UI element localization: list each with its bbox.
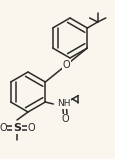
Text: O: O: [62, 60, 70, 70]
Text: NH: NH: [57, 100, 70, 108]
Text: O: O: [0, 123, 7, 133]
Text: O: O: [61, 114, 69, 124]
Text: O: O: [27, 123, 34, 133]
Text: S: S: [13, 123, 21, 133]
